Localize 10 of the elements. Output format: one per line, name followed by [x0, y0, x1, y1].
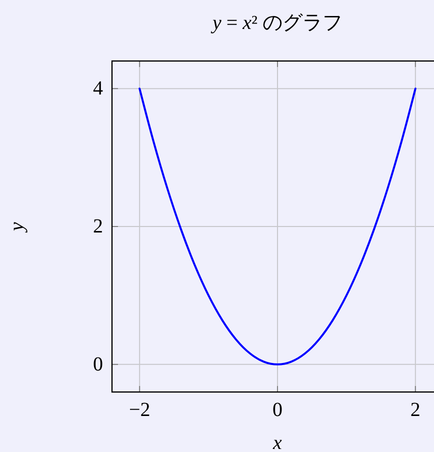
x-tick-label: 2	[410, 399, 420, 421]
x-tick-label: −2	[128, 399, 150, 421]
y-tick-label: 2	[93, 216, 103, 238]
x-tick-label: 0	[272, 399, 282, 421]
y-axis-title: y	[6, 222, 28, 233]
line-series	[138, 88, 416, 366]
y-tick-label: 0	[93, 353, 103, 376]
x-axis-title: x	[272, 432, 282, 452]
y-tick-label: 4	[93, 78, 103, 100]
chart-title: y = x² のグラフ	[210, 12, 343, 34]
